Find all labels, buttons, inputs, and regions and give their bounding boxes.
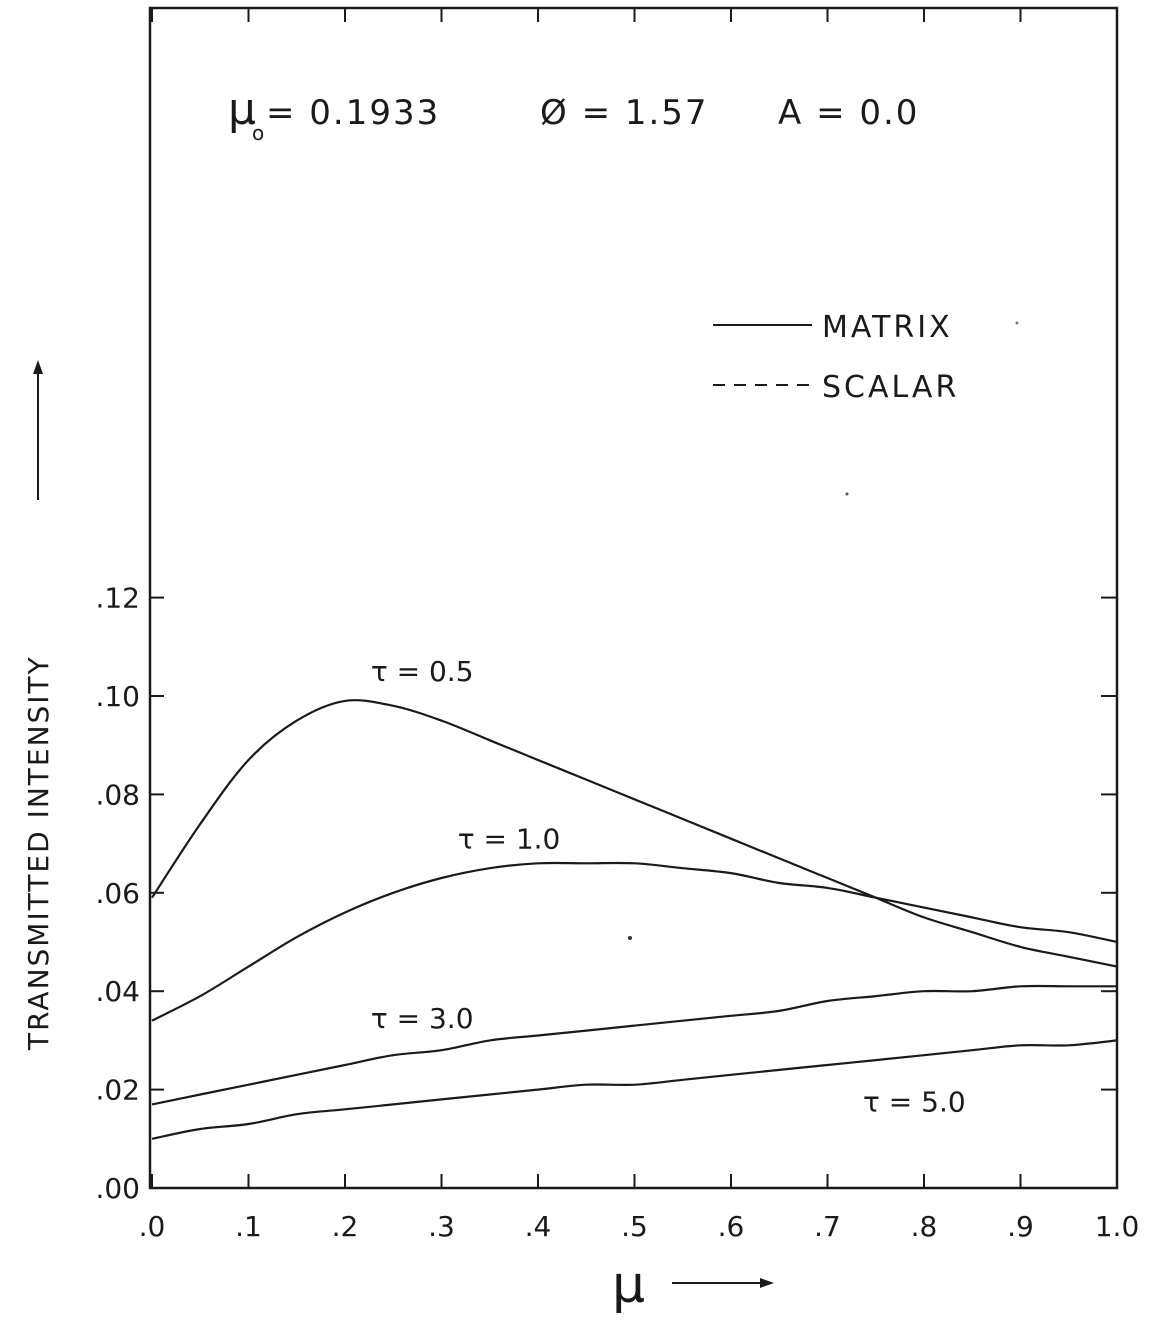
x-axis-title: μ [612, 1255, 774, 1315]
x-axis-label: μ [612, 1255, 645, 1315]
curve-5.0 [151, 1039, 1118, 1140]
curve-1.0 [151, 861, 1118, 1022]
x-tick-label: .2 [332, 1210, 359, 1243]
y-axis-title: TRANSMITTED INTENSITY [22, 360, 55, 1051]
legend-label-scalar: SCALAR [822, 370, 959, 405]
curve-0.5 [151, 699, 1118, 968]
plot-frame [148, 6, 1119, 1190]
x-tick-label: .8 [911, 1210, 938, 1243]
speck [628, 936, 632, 940]
x-tick-label: .6 [718, 1210, 745, 1243]
x-tick-label: .1 [235, 1210, 262, 1243]
x-tick-label: .7 [814, 1210, 841, 1243]
curve-3.0 [151, 984, 1117, 1106]
ticks [150, 8, 1118, 1189]
curves [151, 699, 1118, 1140]
y-axis-label: TRANSMITTED INTENSITY [22, 655, 55, 1051]
curve-label: τ = 3.0 [371, 1002, 474, 1035]
x-tick-label: .4 [525, 1210, 552, 1243]
x-axis-arrowhead [760, 1278, 774, 1288]
curve-label: τ = 5.0 [863, 1086, 966, 1119]
x-tick-label: .9 [1007, 1210, 1034, 1243]
mu0-subscript: o [252, 121, 264, 145]
y-tick-label: .10 [95, 680, 140, 713]
legend-label-matrix: MATRIX [822, 310, 953, 345]
legend: MATRIX SCALAR [713, 310, 959, 405]
curve-labels: τ = 0.5 τ = 1.0 τ = 3.0 τ = 5.0 [371, 655, 966, 1119]
y-axis-arrowhead [33, 360, 43, 374]
y-tick-label: .08 [95, 778, 140, 811]
speck [845, 492, 849, 496]
x-tick-label: .5 [621, 1210, 648, 1243]
x-tick-label: 1.0 [1095, 1210, 1140, 1243]
y-tick-label: .12 [95, 582, 140, 615]
y-tick-label: .00 [95, 1172, 140, 1205]
y-tick-label: .06 [95, 877, 140, 910]
x-tick-label: .3 [428, 1210, 455, 1243]
speck [1015, 321, 1019, 325]
y-tick-label: .02 [95, 1074, 140, 1107]
mu0-symbol: μ [228, 84, 258, 135]
mu0-value: = 0.1933 [266, 93, 440, 133]
parameter-header: μ o = 0.1933 Ø = 1.57 A = 0.0 [228, 84, 919, 145]
curve-label: τ = 1.0 [458, 823, 561, 856]
phi-value: Ø = 1.57 [540, 93, 709, 133]
curve-label: τ = 0.5 [371, 655, 474, 688]
x-tick-label: .0 [139, 1210, 166, 1243]
tick-labels: .0 .1 .2 .3 .4 .5 .6 .7 .8 .9 1.0 .00 .02 .04 .06 .08 .1… [95, 582, 1139, 1243]
albedo-value: A = 0.0 [778, 93, 919, 133]
y-tick-label: .04 [95, 975, 140, 1008]
